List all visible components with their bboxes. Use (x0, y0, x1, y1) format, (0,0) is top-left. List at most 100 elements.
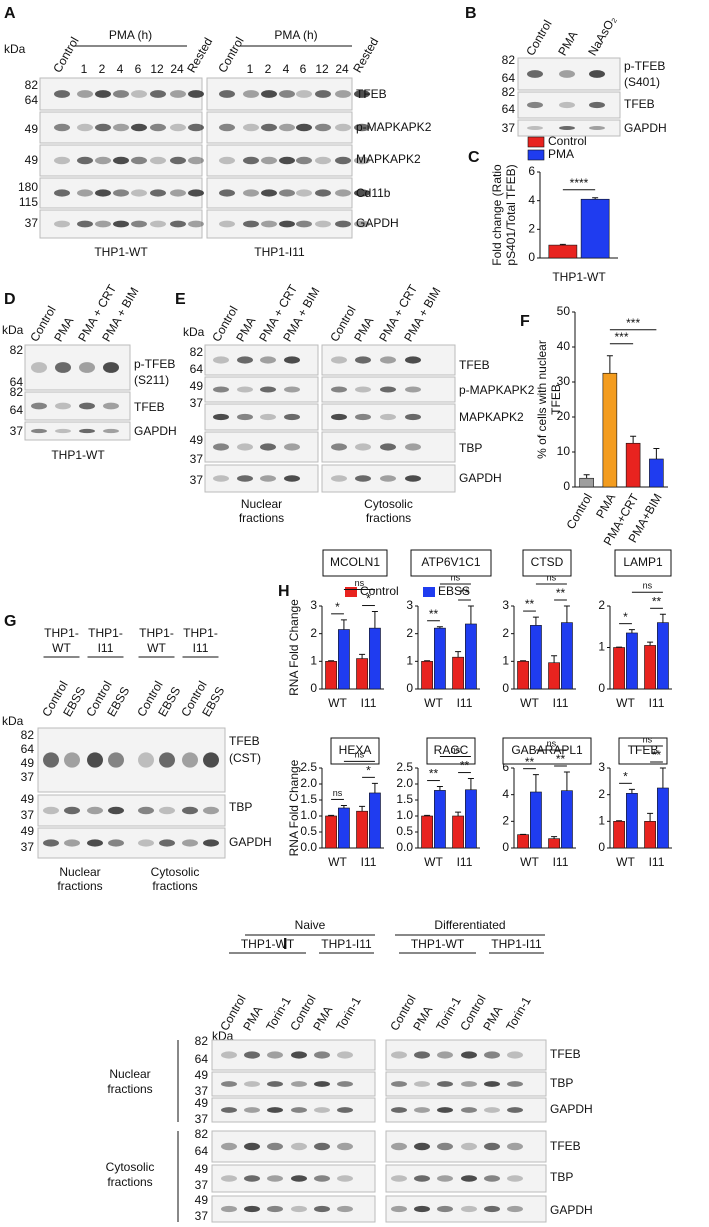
band (354, 123, 370, 132)
bar (338, 629, 350, 690)
lane-label: Control (50, 35, 81, 76)
lane-label: Control (523, 18, 554, 59)
kda-marker: 64 (21, 742, 35, 756)
error-bar (371, 782, 378, 793)
bar (625, 442, 641, 488)
lane-label: PMA (233, 315, 258, 345)
kda-label: kDa (183, 325, 205, 339)
band (391, 1205, 407, 1213)
lane-label: PMA (555, 29, 580, 59)
band (219, 189, 235, 197)
y-tick-label: 2.5 (396, 760, 413, 774)
chart-title: RAGC (434, 743, 469, 757)
chart-title: CTSD (531, 555, 564, 569)
y-tick-label: 0 (502, 840, 509, 854)
band (261, 90, 277, 98)
band (221, 1081, 237, 1087)
kda-marker: 64 (10, 375, 24, 389)
band (243, 123, 259, 132)
band (527, 101, 543, 109)
band (113, 156, 129, 165)
significance: ** (556, 752, 566, 766)
band (31, 402, 47, 410)
protein-label: GAPDH (229, 835, 272, 849)
y-tick-label: 1 (598, 814, 605, 828)
error-bar (583, 474, 590, 479)
band (244, 1081, 260, 1087)
band (337, 1107, 353, 1113)
y-tick-label: 2 (528, 222, 535, 236)
error-bar (359, 653, 366, 659)
error-bar (467, 605, 474, 624)
band (437, 1205, 453, 1213)
band (405, 475, 421, 482)
bar (421, 661, 433, 690)
band (405, 443, 421, 451)
legend-label: Control (548, 134, 587, 148)
kda-marker: 82 (10, 385, 24, 399)
band (314, 1175, 330, 1182)
band (337, 1081, 353, 1087)
title-box (426, 737, 476, 765)
protein-label: GAPDH (459, 471, 502, 485)
error-bar (520, 660, 527, 662)
band (103, 362, 119, 373)
y-tick-label: 40 (557, 339, 571, 353)
kda-marker: 49 (21, 792, 35, 806)
error-bar (328, 660, 335, 662)
legend-swatch (527, 136, 545, 148)
band (559, 126, 575, 130)
y-tick-label: 0 (563, 479, 570, 493)
x-tick-label: I11 (361, 696, 377, 710)
error-bar (659, 767, 666, 788)
error-bar (455, 811, 462, 816)
significance: ** (652, 748, 662, 762)
y-tick-label: 0.5 (396, 824, 413, 838)
protein-label: TBP (550, 1170, 573, 1184)
band (87, 752, 103, 768)
legend-swatch (345, 587, 357, 597)
band (314, 1142, 330, 1151)
significance: ns (355, 750, 365, 760)
band (315, 156, 331, 165)
kda-marker: 64 (25, 93, 39, 107)
y-tick-label: 2 (406, 626, 413, 640)
cell-line: THP1-WT (411, 937, 465, 951)
significance: ** (525, 597, 535, 611)
kda-marker: 64 (190, 362, 204, 376)
band (589, 126, 605, 130)
bar (356, 658, 368, 690)
error-bar (424, 660, 431, 662)
kda-marker: 64 (502, 71, 516, 85)
band (314, 1205, 330, 1213)
band (54, 189, 70, 197)
band (405, 356, 421, 364)
band (461, 1051, 477, 1059)
significance: * (623, 770, 628, 784)
y-tick-label: 2 (598, 598, 605, 612)
title-box (410, 549, 492, 577)
band (391, 1142, 407, 1151)
chart-title: LAMP1 (623, 555, 663, 569)
x-tick-label: WT (424, 696, 443, 710)
bar (338, 807, 350, 849)
error-bar (653, 448, 660, 459)
kda-marker: 49 (25, 153, 39, 167)
protein-label: (S211) (134, 373, 169, 387)
fraction-label: Cytosolic (106, 1160, 155, 1174)
kda-marker: 180 (18, 180, 38, 194)
bar (613, 821, 625, 849)
fraction-label: fractions (152, 879, 197, 893)
blot-strip (37, 827, 226, 859)
band (150, 156, 166, 165)
band (559, 70, 575, 78)
fraction-label: Cytosolic (364, 497, 413, 511)
band (261, 123, 277, 132)
protein-label: TFEB (459, 358, 490, 372)
protein-label: MAPKAPK2 (356, 152, 421, 166)
bar (613, 647, 625, 690)
band (77, 220, 93, 228)
kda-marker: 37 (190, 473, 204, 487)
bar (369, 792, 381, 849)
y-tick-label: 1.0 (300, 808, 317, 822)
